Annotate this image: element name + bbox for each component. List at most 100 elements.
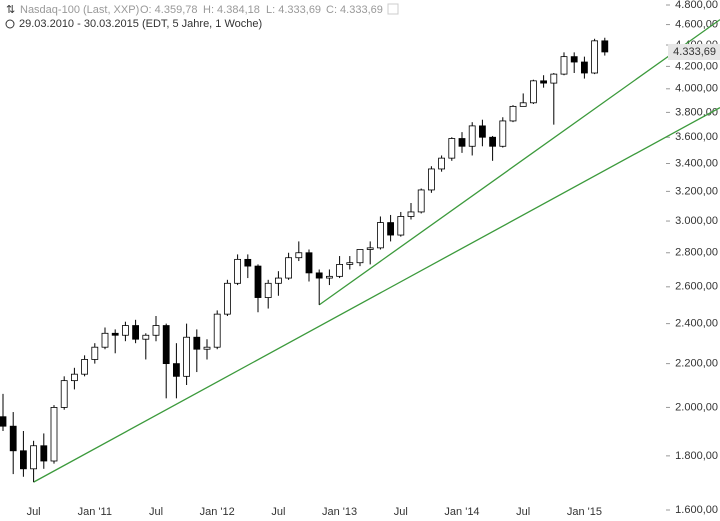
y-tick-label: 2.200,00 [675,358,718,370]
candle-body [407,211,415,217]
x-tick-label: Jan '13 [322,506,357,518]
y-tick-label: 3.200,00 [675,185,718,197]
candle-body [91,346,99,360]
candle-body [376,222,384,249]
candle-body [427,168,435,191]
candle-body [111,332,119,336]
x-tick-label: Jul [516,506,530,518]
candle-body [172,363,180,377]
candle-body [325,275,333,279]
candle-body [223,282,231,315]
y-tick-label: 4.000,00 [675,83,718,95]
candle-body [489,136,497,147]
candle-body [295,252,303,259]
candle-body [203,346,211,350]
candle-body [142,334,150,340]
candle-body [101,332,109,348]
candle-body [448,138,456,159]
candle-body [581,61,588,74]
y-tick-label: 3.400,00 [675,157,718,169]
candle-body [183,336,191,377]
candle-body [570,56,578,63]
x-tick-label: Jul [149,506,163,518]
clock-icon [5,19,15,29]
x-tick-label: Jul [27,506,41,518]
candle-body [19,450,27,470]
candle-body [591,40,598,74]
subtitle: 29.03.2010 - 30.03.2015 (EDT, 5 Jahre, 1… [19,18,262,30]
candle-body [601,40,609,53]
candle-body [305,252,313,274]
candle-body [519,102,527,107]
icon: ⇅ [6,4,15,16]
candle-body [122,325,129,336]
candle-body [499,120,507,147]
candle-body [234,258,242,284]
candle-body [560,56,568,75]
ohlc-high: H: 4.384,18 [203,4,260,16]
candle-body [336,263,344,277]
ohlc-close: C: 4.333,69 [326,4,383,16]
x-tick-label: Jul [271,506,285,518]
candle-body [274,277,282,284]
candle-body [193,336,201,350]
candle-body [458,138,466,147]
candle-body [254,265,262,298]
candle-body [478,125,486,138]
candle-body [387,222,395,236]
candle-body [540,80,547,84]
y-tick-label: 3.000,00 [675,215,718,227]
candle-body [244,258,252,267]
close-icon[interactable] [387,3,399,15]
last-price-tag [668,43,720,60]
x-tick-label: Jul [394,506,408,518]
candle-body [509,105,517,122]
candle-body [71,373,78,382]
y-tick-label: 4.200,00 [675,60,718,72]
y-tick-label: 4.800,00 [675,0,718,11]
y-tick-label: 2.000,00 [675,401,718,413]
candle-body [468,125,476,147]
y-tick-label: 4.600,00 [675,18,718,30]
candle-body [356,249,364,264]
y-tick-label: 3.800,00 [675,106,718,118]
y-tick-label: 3.600,00 [675,131,718,143]
x-tick-label: Jan '11 [78,506,112,518]
candle-body [438,157,446,170]
ohlc-open: O: 4.359,78 [140,4,198,16]
candle-body [9,425,17,452]
candle-body [162,325,170,365]
candle-body [550,73,558,84]
x-tick-label: Jan '14 [444,506,479,518]
x-tick-label: Jan '12 [200,506,235,518]
y-tick-label: 1.600,00 [675,504,718,516]
y-tick-label: 2.400,00 [675,318,718,330]
candle-body [213,313,221,348]
y-tick-label: 1.800,00 [675,450,718,462]
candle-body [397,216,405,236]
candle-body [264,282,272,298]
candle-body [50,407,58,462]
candle-body [0,416,7,427]
x-tick-label: Jan '15 [567,506,602,518]
candle-body [530,80,537,104]
candle-body [30,445,38,470]
trendline [318,19,720,306]
y-tick-label: 2.600,00 [675,281,718,293]
candle-body [60,380,68,408]
candle-body [81,359,88,375]
ohlc-low: L: 4.333,69 [266,4,321,16]
candle-body [417,189,425,213]
candle-body [152,325,160,336]
candle-body [285,257,293,279]
candle-body [315,272,323,279]
candle-body [40,445,48,462]
candle-body [366,247,374,250]
trendline [33,107,720,483]
y-tick-label: 2.800,00 [675,247,718,259]
last-price-label: 4.333,69 [673,46,716,58]
chart-title: Nasdaq-100 (Last, XXP) [20,4,139,16]
candle-body [346,262,354,265]
candle-body [132,325,140,340]
